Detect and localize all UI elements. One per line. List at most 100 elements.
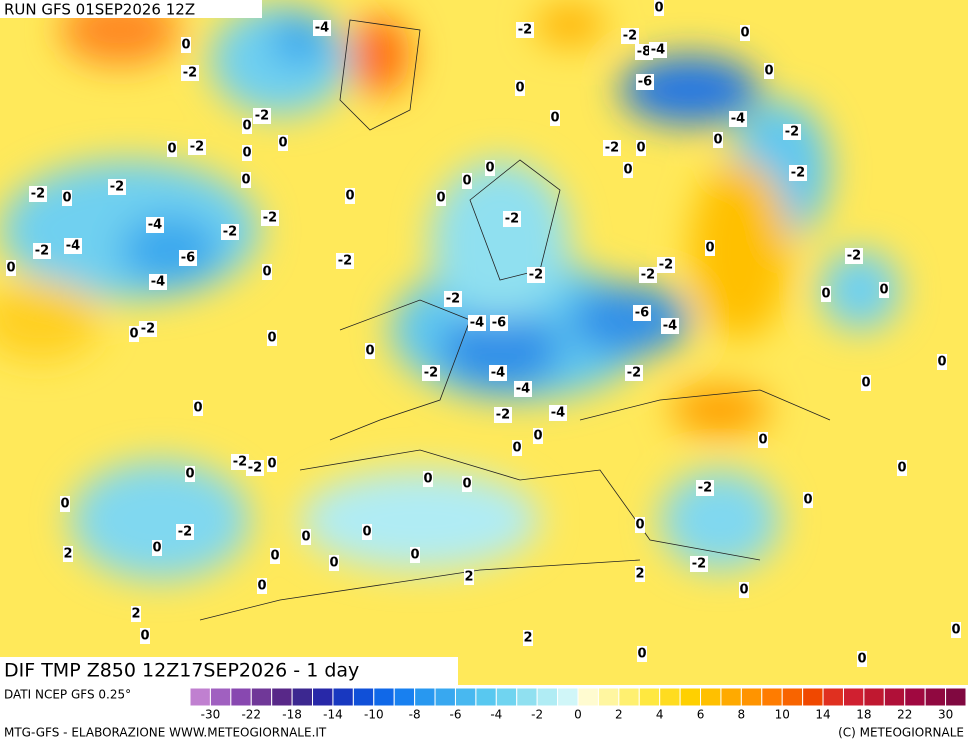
colorbar-swatch — [700, 687, 722, 707]
label-box — [861, 375, 871, 391]
colorbar-tick-label: 14 — [815, 708, 830, 722]
contour-label: 0 — [897, 461, 906, 476]
label-box — [739, 582, 749, 598]
contour-label: -2 — [627, 366, 641, 381]
contour-label: 0 — [879, 283, 888, 298]
contour-label: -4 — [551, 406, 565, 421]
contour-label: -2 — [255, 109, 269, 124]
contour-label: -2 — [641, 268, 655, 283]
contour-label: 0 — [242, 146, 251, 161]
contour-label: -2 — [623, 29, 637, 44]
colorbar-swatch — [842, 687, 865, 707]
label-box — [345, 188, 355, 204]
label-box — [29, 186, 47, 202]
label-box — [278, 135, 288, 151]
contour-label: -2 — [178, 525, 192, 540]
contour-label: -6 — [181, 251, 195, 266]
contour-label: 0 — [705, 241, 714, 256]
contour-label: -2 — [31, 187, 45, 202]
contour-label: -2 — [110, 180, 124, 195]
colorbar-swatch — [414, 687, 436, 707]
label-box — [422, 365, 440, 381]
colorbar-swatch — [863, 687, 885, 707]
label-box — [758, 432, 768, 448]
contour-label: -2 — [785, 125, 799, 140]
contour-label: -2 — [35, 244, 49, 259]
label-box — [329, 555, 339, 571]
colorbar-swatch — [516, 687, 538, 707]
label-box — [603, 140, 621, 156]
label-box — [740, 25, 750, 41]
contour-label: -2 — [424, 366, 438, 381]
colorbar-swatch — [924, 687, 947, 707]
colorbar-swatch — [761, 687, 783, 707]
contour-label: 0 — [739, 583, 748, 598]
colorbar-tick-label: 4 — [656, 708, 664, 722]
label-box — [336, 253, 354, 269]
colorbar-tick-label: 22 — [897, 708, 912, 722]
contour-label: 0 — [278, 136, 287, 151]
label-box — [444, 291, 462, 307]
label-box — [62, 190, 72, 206]
colorbar-swatch — [618, 687, 640, 707]
contour-label: 0 — [301, 530, 310, 545]
contour-label: 0 — [436, 191, 445, 206]
label-box — [365, 343, 375, 359]
label-box — [705, 240, 715, 256]
label-box — [462, 173, 472, 189]
contour-label: -2 — [847, 249, 861, 264]
contour-label: 0 — [758, 433, 767, 448]
label-box — [231, 454, 249, 470]
contour-label: 0 — [937, 355, 946, 370]
contour-label: 2 — [464, 570, 473, 585]
contour-label: 0 — [270, 549, 279, 564]
colorbar-swatch — [189, 687, 211, 707]
contour-label: 0 — [462, 174, 471, 189]
contour-label: 0 — [485, 161, 494, 176]
contour-label: -4 — [731, 112, 745, 127]
contour-label: 0 — [951, 623, 960, 638]
contour-label: 0 — [365, 344, 374, 359]
colorbar-swatch — [802, 687, 824, 707]
label-box — [951, 622, 961, 638]
colorbar-tick-label: 30 — [938, 708, 953, 722]
colorbar-swatch — [475, 687, 497, 707]
contour-label: -2 — [338, 254, 352, 269]
credit-text: MTG-GFS - ELABORAZIONE WWW.METEOGIORNALE… — [4, 726, 327, 740]
label-box — [33, 243, 51, 259]
label-box — [636, 140, 646, 156]
label-box — [490, 315, 508, 331]
contour-label: -4 — [151, 275, 165, 290]
label-box — [60, 496, 70, 512]
colorbar-tick-label: -18 — [282, 708, 302, 722]
colorbar-tick-label: -4 — [490, 708, 502, 722]
label-box — [937, 354, 947, 370]
contour-label: -4 — [470, 316, 484, 331]
colorbar-swatch — [904, 687, 926, 707]
label-box — [64, 238, 82, 254]
contour-label: 2 — [635, 567, 644, 582]
colorbar-tick-label: 2 — [615, 708, 623, 722]
label-box — [242, 145, 252, 161]
colorbar-swatch — [557, 687, 579, 707]
contour-label: -4 — [315, 21, 329, 36]
label-box — [63, 546, 73, 562]
label-box — [146, 217, 164, 233]
contour-label: 0 — [423, 472, 432, 487]
label-box — [246, 460, 264, 476]
colorbar-tick-label: 8 — [738, 708, 746, 722]
contour-label: 0 — [462, 477, 471, 492]
contour-label: 0 — [654, 1, 663, 16]
contour-label: -6 — [635, 306, 649, 321]
label-box — [550, 110, 560, 126]
label-box — [512, 440, 522, 456]
label-box — [515, 80, 525, 96]
label-box — [410, 547, 420, 563]
label-box — [267, 456, 277, 472]
contour-label: -2 — [248, 461, 262, 476]
colorbar-swatch — [230, 687, 252, 707]
label-box — [803, 492, 813, 508]
colorbar-tick-label: -22 — [241, 708, 261, 722]
colorbar-swatch — [638, 687, 661, 707]
colorbar-swatch — [659, 687, 681, 707]
